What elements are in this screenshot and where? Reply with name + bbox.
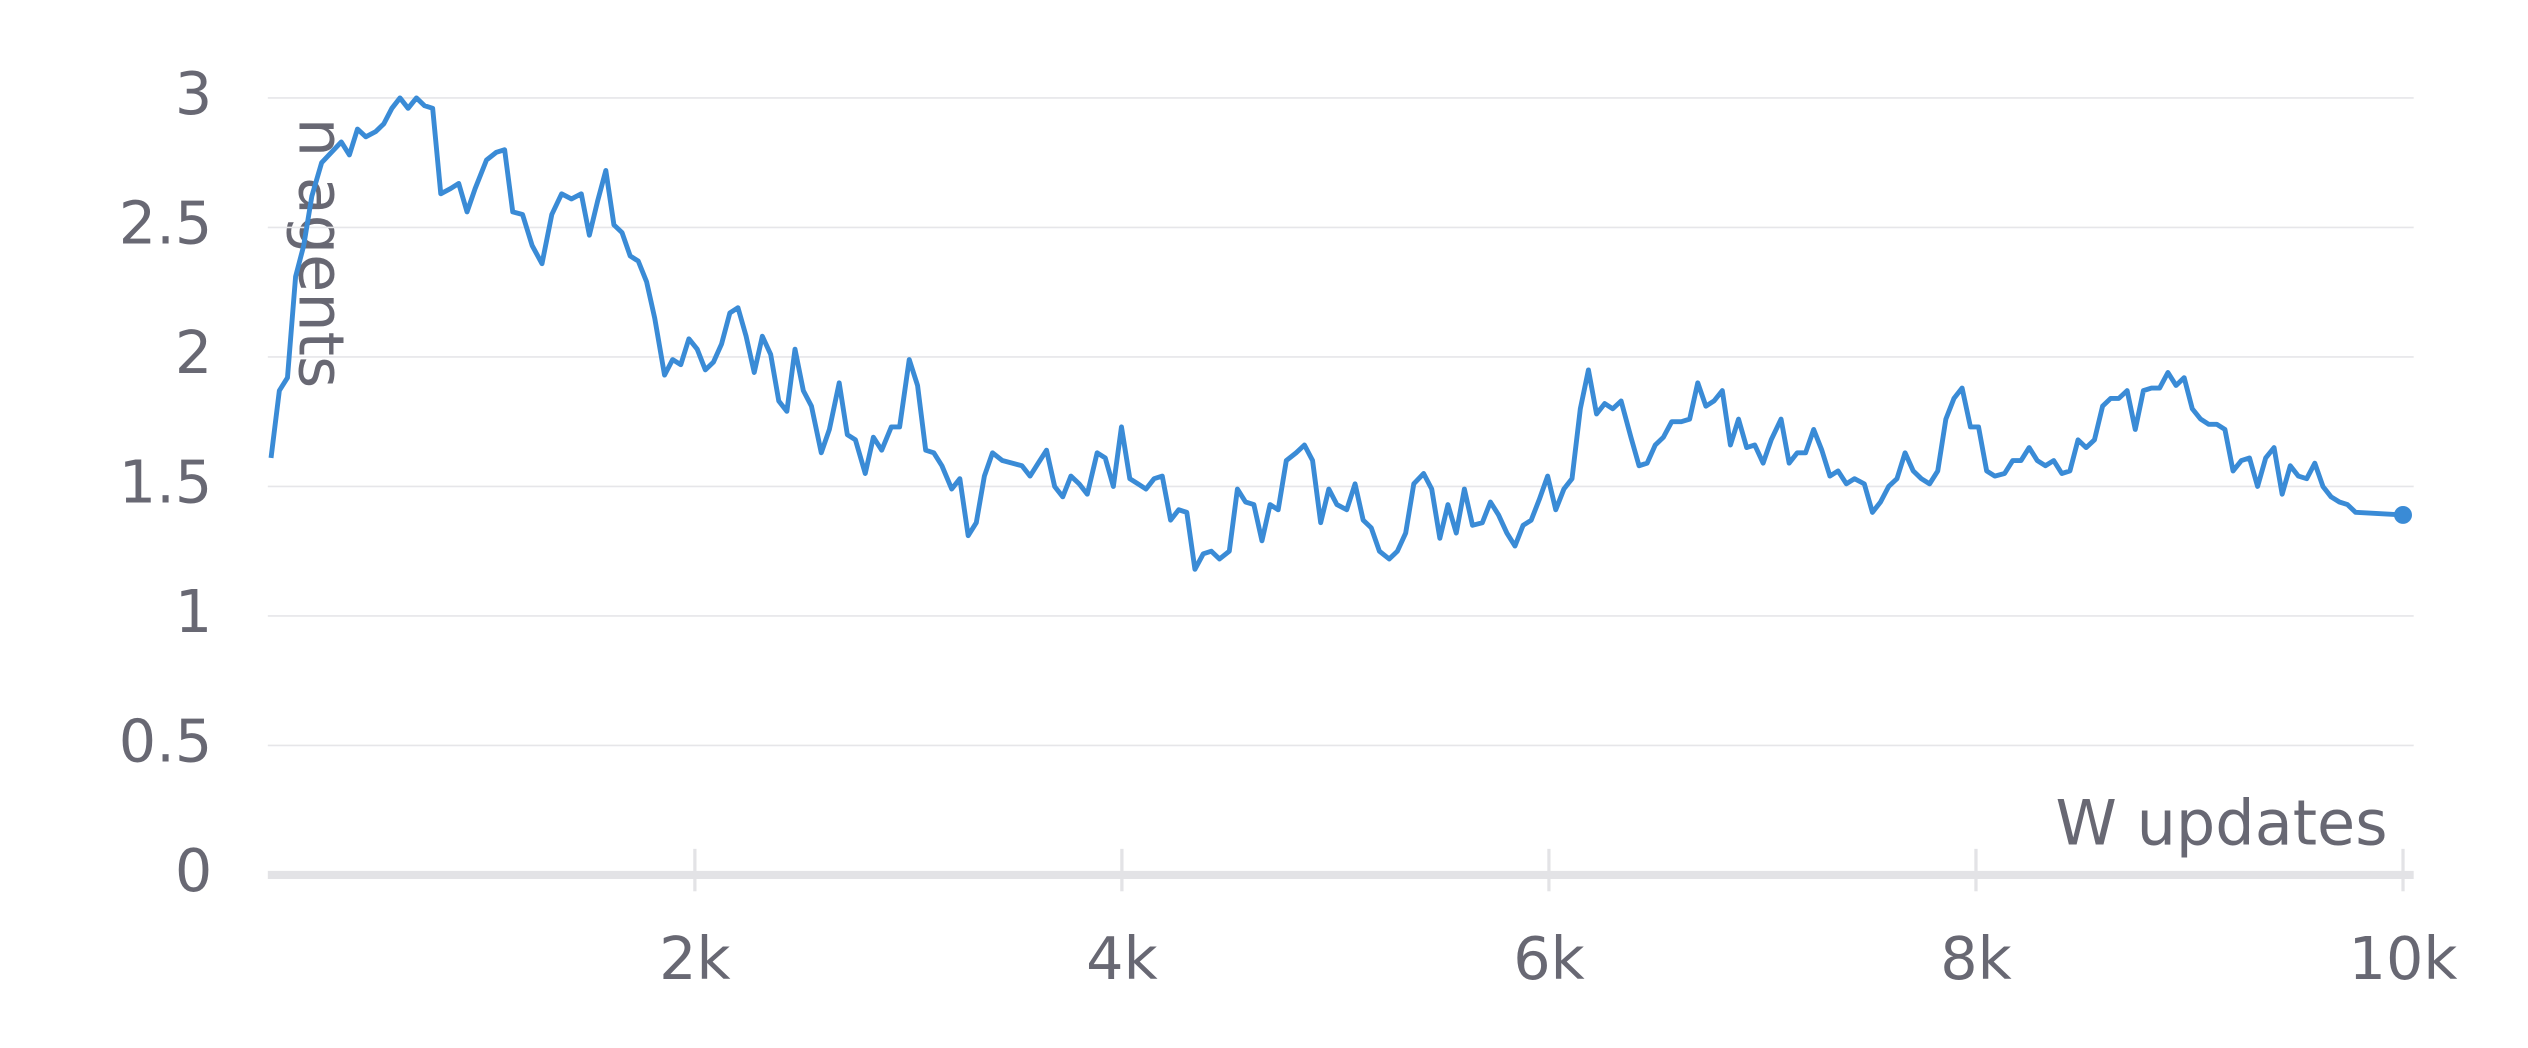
x-axis-label: W updates (2056, 787, 2388, 860)
y-tick-label: 2 (175, 318, 212, 387)
y-tick-label: 1.5 (119, 448, 212, 517)
y-axis-label: n agents (285, 118, 358, 388)
end-point (2394, 505, 2412, 524)
x-tick-label: 4k (1086, 924, 1157, 993)
data-line (268, 95, 2404, 572)
y-tick-label: 1 (175, 577, 212, 646)
y-tick-label: 3 (175, 59, 212, 128)
x-tick-label: 8k (1940, 924, 2011, 993)
y-tick-label: 2.5 (119, 189, 212, 258)
x-tick-label: 2k (659, 924, 730, 993)
x-tick-label: 6k (1513, 924, 1584, 993)
y-tick-label: 0 (175, 836, 212, 905)
x-tick-label: 10k (2349, 924, 2458, 993)
y-tick-label: 0.5 (119, 707, 212, 776)
